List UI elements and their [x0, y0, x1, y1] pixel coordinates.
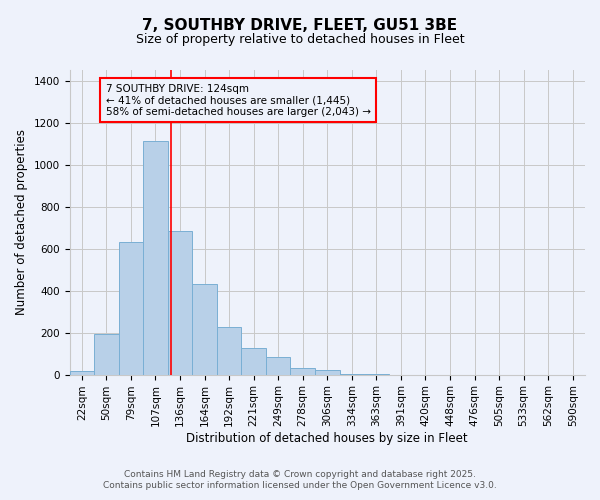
Text: Contains HM Land Registry data © Crown copyright and database right 2025.: Contains HM Land Registry data © Crown c…: [124, 470, 476, 479]
Bar: [217, 328, 241, 374]
Text: Size of property relative to detached houses in Fleet: Size of property relative to detached ho…: [136, 32, 464, 46]
Bar: [119, 242, 143, 374]
Bar: [315, 370, 340, 374]
X-axis label: Distribution of detached houses by size in Fleet: Distribution of detached houses by size …: [187, 432, 468, 445]
Y-axis label: Number of detached properties: Number of detached properties: [15, 130, 28, 316]
Text: Contains public sector information licensed under the Open Government Licence v3: Contains public sector information licen…: [103, 481, 497, 490]
Bar: [266, 358, 290, 374]
Bar: [192, 284, 217, 374]
Bar: [70, 372, 94, 374]
Bar: [94, 334, 119, 374]
Text: 7, SOUTHBY DRIVE, FLEET, GU51 3BE: 7, SOUTHBY DRIVE, FLEET, GU51 3BE: [142, 18, 458, 32]
Bar: [168, 230, 192, 374]
Bar: [143, 142, 168, 374]
Bar: [241, 348, 266, 374]
Text: 7 SOUTHBY DRIVE: 124sqm
← 41% of detached houses are smaller (1,445)
58% of semi: 7 SOUTHBY DRIVE: 124sqm ← 41% of detache…: [106, 84, 371, 117]
Bar: [290, 368, 315, 374]
